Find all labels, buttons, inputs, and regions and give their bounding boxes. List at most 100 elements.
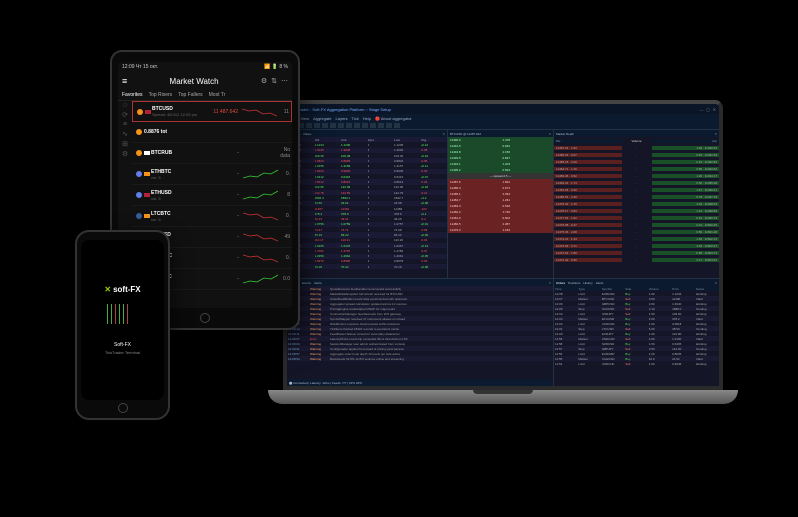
table-row[interactable]: EURAUD1.64651.647051.6467+0.13 xyxy=(287,243,447,248)
sort-icon[interactable]: ⇅ xyxy=(271,77,277,85)
phone-home-button[interactable] xyxy=(118,403,128,413)
table-row[interactable]: GBPUSD1.30451.304831.3046-0.08 xyxy=(287,148,447,153)
dom-row[interactable]: 11472.64 · 1.89·0.58 · 11503.74 xyxy=(554,249,719,256)
table-row[interactable]: AUDUSD0.68230.682520.6824-0.05 xyxy=(287,158,447,163)
tab-fallers[interactable]: Top Fallers xyxy=(178,92,202,98)
dom-row[interactable]: 11485.18 · 2.09·2.16 · 11492.84 xyxy=(554,158,719,165)
panel-close-icon[interactable]: ✕ xyxy=(714,281,717,285)
sidebar-icon[interactable]: ⟳ xyxy=(122,111,128,119)
order-row[interactable]: 12:05StopXAUUSDSell0.101888.0Pending xyxy=(554,306,719,311)
toolbar-button[interactable] xyxy=(362,123,368,128)
table-row[interactable]: CHFJPY110.17110.214110.18-0.04 xyxy=(287,238,447,243)
sidebar-icon[interactable]: ⊞ xyxy=(122,140,128,148)
dom-row[interactable]: 11480.54 · 2.39·0.78 · 11497.19 xyxy=(554,193,719,200)
minimize-icon[interactable]: — xyxy=(699,107,703,112)
orders-tab[interactable]: Alerts xyxy=(596,281,604,285)
table-row[interactable]: EURCAD1.47821.478751.4784-0.07 xyxy=(287,248,447,253)
sidebar-icon[interactable]: ≡ xyxy=(123,121,127,128)
toolbar-button[interactable] xyxy=(330,123,336,128)
bid-row[interactable]: 11479.31.152 xyxy=(448,227,553,233)
order-row[interactable]: 11:57StopGBPJPYSell0.50142.00Pending xyxy=(554,346,719,351)
hamburger-icon[interactable]: ≡ xyxy=(122,76,127,86)
orders-tab[interactable]: History xyxy=(583,281,592,285)
log-tab[interactable]: Events xyxy=(302,281,311,285)
order-row[interactable]: 11:56LimitEURGBPBuy1.000.8605Working xyxy=(554,351,719,356)
table-row[interactable]: NZDUSD0.64120.641530.6413+0.07 xyxy=(287,174,447,179)
order-row[interactable]: 12:00LimitEURJPYBuy1.00122.80Working xyxy=(554,331,719,336)
dom-row[interactable]: 11476.58 · 0.47·2.31 · 11500.45 xyxy=(554,221,719,228)
toolbar-button[interactable] xyxy=(338,123,344,128)
order-row[interactable]: 12:08LimitEURUSDBuy1.001.1232Working xyxy=(554,291,719,296)
order-row[interactable]: 12:07MarketBTCUSDSell0.5011490Filled xyxy=(554,296,719,301)
tab-favorites[interactable]: Favorites xyxy=(122,92,143,98)
watchlist-row[interactable]: LTCBTCvol. 5-0. xyxy=(132,206,292,227)
menu-item[interactable]: View xyxy=(300,116,309,121)
watchlist-row[interactable]: 0.8876 tot xyxy=(132,122,292,143)
dom-row[interactable]: 11482.23 · 1.74·0.52 · 11495.28 xyxy=(554,179,719,186)
dom-row[interactable]: 11478.17 · 0.83·1.12 · 11498.86 xyxy=(554,207,719,214)
dom-row[interactable]: 11483.45 · 0.52·1.20 · 11494.17 xyxy=(554,172,719,179)
order-row[interactable]: 12:02LimitAUDUSDBuy1.000.6818Working xyxy=(554,321,719,326)
settings-icon[interactable]: ⚙ xyxy=(261,77,267,85)
toolbar-button[interactable] xyxy=(306,123,312,128)
dom-row[interactable]: 11475.36 · 2.08·0.89 · 11501.28 xyxy=(554,228,719,235)
table-row[interactable]: AUDCAD0.89760.898040.8978-0.03 xyxy=(287,259,447,264)
table-row[interactable]: ETHUSD378.4378.95378.6+2.1 xyxy=(287,211,447,216)
table-row[interactable]: EURUSD1.12341.123621.1235+0.12 xyxy=(287,142,447,147)
dom-row[interactable]: 11479.32 · 1.15·1.94 · 11498.03 xyxy=(554,200,719,207)
orders-tab[interactable]: Positions xyxy=(568,281,580,285)
dom-row[interactable]: 11477.04 · 1.62·0.64 · 11499.72 xyxy=(554,214,719,221)
toolbar-button[interactable] xyxy=(386,123,392,128)
table-row[interactable]: EURCHF1.07561.075931.0757+0.01 xyxy=(287,222,447,227)
sidebar-icon[interactable]: ☆ xyxy=(122,101,128,109)
toolbar-button[interactable] xyxy=(370,123,376,128)
log-tab[interactable]: Alerts xyxy=(314,281,322,285)
menu-item[interactable]: 🔴 About aggregator xyxy=(375,116,412,121)
toolbar-button[interactable] xyxy=(346,123,352,128)
order-row[interactable]: 12:04LimitUSDJPYSell1.50109.60Working xyxy=(554,311,719,316)
dom-row[interactable]: 11481.06 · 0.90·1.67 · 11496.41 xyxy=(554,186,719,193)
toolbar-button[interactable] xyxy=(378,123,384,128)
panel-close-icon[interactable]: ✕ xyxy=(548,132,551,136)
menu-item[interactable]: Tick xyxy=(352,116,359,121)
dom-row[interactable]: 11484.71 · 1.26·0.85 · 11493.52 xyxy=(554,165,719,172)
table-row[interactable]: EURJPY122.95122.994122.96+0.18 xyxy=(287,185,447,190)
watchlist-row[interactable]: ETHUSDvol. 5-8 xyxy=(132,185,292,206)
table-row[interactable]: USDCHF0.99340.993620.9935-0.02 xyxy=(287,169,447,174)
order-row[interactable]: 12:06LimitGBPUSDBuy2.001.3040Working xyxy=(554,301,719,306)
sidebar-icon[interactable]: ⚙ xyxy=(122,150,128,158)
panel-close-icon[interactable]: ✕ xyxy=(548,281,551,285)
dom-row[interactable]: 11486.32 · 0.67·0.93 · 11491.63 xyxy=(554,151,719,158)
table-row[interactable]: XAGUSD24.5624.61524.58+0.08 xyxy=(287,201,447,206)
table-row[interactable]: CADJPY83.1983.23483.20+0.06 xyxy=(287,232,447,237)
order-row[interactable]: 11:58LimitNZDUSDBuy1.500.6405Working xyxy=(554,341,719,346)
table-row[interactable]: LTCUSD49.2349.31849.26-0.4 xyxy=(287,216,447,221)
order-row[interactable]: 11:54LimitUSDCHFSell1.000.9945Working xyxy=(554,361,719,366)
table-row[interactable]: USDCAD1.31561.315931.3157+0.11 xyxy=(287,163,447,168)
table-row[interactable]: GBPCHF1.29591.296451.2961+0.05 xyxy=(287,254,447,259)
toolbar-button[interactable] xyxy=(354,123,360,128)
table-row[interactable]: BTCUSD1148711492511489-123 xyxy=(287,206,447,211)
order-row[interactable]: 12:03MarketETHUSDBuy3.00378.2Filled xyxy=(554,316,719,321)
dom-row[interactable]: 11487.64 · 1.84·1.48 · 11490.91 xyxy=(554,144,719,151)
table-row[interactable]: EURGBP0.86120.861530.8613-0.03 xyxy=(287,179,447,184)
menu-item[interactable]: Layers xyxy=(336,116,348,121)
table-row[interactable]: GBPJPY142.78142.835142.79-0.21 xyxy=(287,190,447,195)
panel-close-icon[interactable]: ✕ xyxy=(714,132,717,136)
maximize-icon[interactable]: ◻ xyxy=(706,107,709,112)
tab-most-traded[interactable]: Most Tr xyxy=(209,92,226,98)
dom-row[interactable]: 11471.42 · 0.96·2.17 · 11504.61 xyxy=(554,256,719,263)
toolbar-button[interactable] xyxy=(394,123,400,128)
order-row[interactable]: 11:59MarketUSDCADSell2.001.3160Filled xyxy=(554,336,719,341)
watchlist-row[interactable]: ETHBTCvol. 5-0. xyxy=(132,164,292,185)
watchlist-row[interactable]: BTCUSDSpread: 48.012 12.09 pm11 487.6421… xyxy=(132,101,292,122)
table-row[interactable]: NZDJPY70.1870.22470.19+0.08 xyxy=(287,264,447,269)
table-row[interactable]: USDJPY109.45109.483109.46+0.23 xyxy=(287,153,447,158)
order-row[interactable]: 11:55MarketXAGUSDBuy10.024.52Filled xyxy=(554,356,719,361)
order-row[interactable]: 12:01StopLTCUSDSell5.0048.50Pending xyxy=(554,326,719,331)
more-icon[interactable]: ⋯ xyxy=(281,77,288,85)
close-icon[interactable]: ✕ xyxy=(713,107,716,112)
watchlist-row[interactable]: BTCRUB-No data xyxy=(132,143,292,164)
tab-risers[interactable]: Top Risers xyxy=(149,92,173,98)
table-row[interactable]: AUDJPY74.6774.71474.68-0.09 xyxy=(287,227,447,232)
